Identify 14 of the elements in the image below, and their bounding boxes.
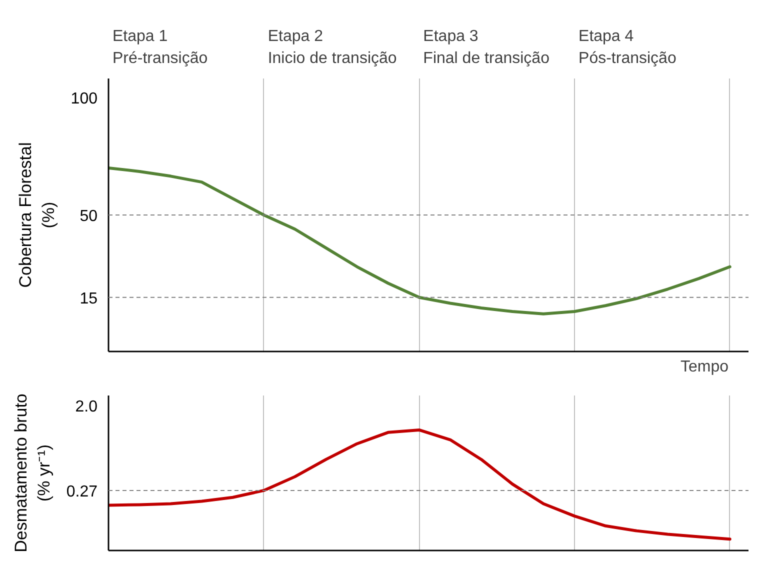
- y-axis-title: Desmatamento bruto (% yr⁻¹): [12, 394, 54, 552]
- y-tick-label: 2.0: [75, 398, 98, 416]
- y-axis-title: Cobertura Florestal (%): [16, 142, 58, 288]
- y-tick-label: 15: [80, 290, 98, 308]
- text: Etapa 3 Final de transição: [423, 28, 550, 67]
- line-series: [108, 428, 732, 541]
- y-tick-label: 50: [80, 208, 98, 225]
- y-tick-label: 0.27: [66, 483, 98, 500]
- y-tick-label: 100: [70, 90, 98, 108]
- text: Etapa 1 Pré-transição: [112, 28, 208, 67]
- text: Etapa 4 Pós-transição: [578, 28, 676, 67]
- line-series: [108, 166, 732, 316]
- text: Etapa 2 Inicio de transição: [268, 28, 397, 67]
- x-axis-title: Tempo: [680, 358, 729, 376]
